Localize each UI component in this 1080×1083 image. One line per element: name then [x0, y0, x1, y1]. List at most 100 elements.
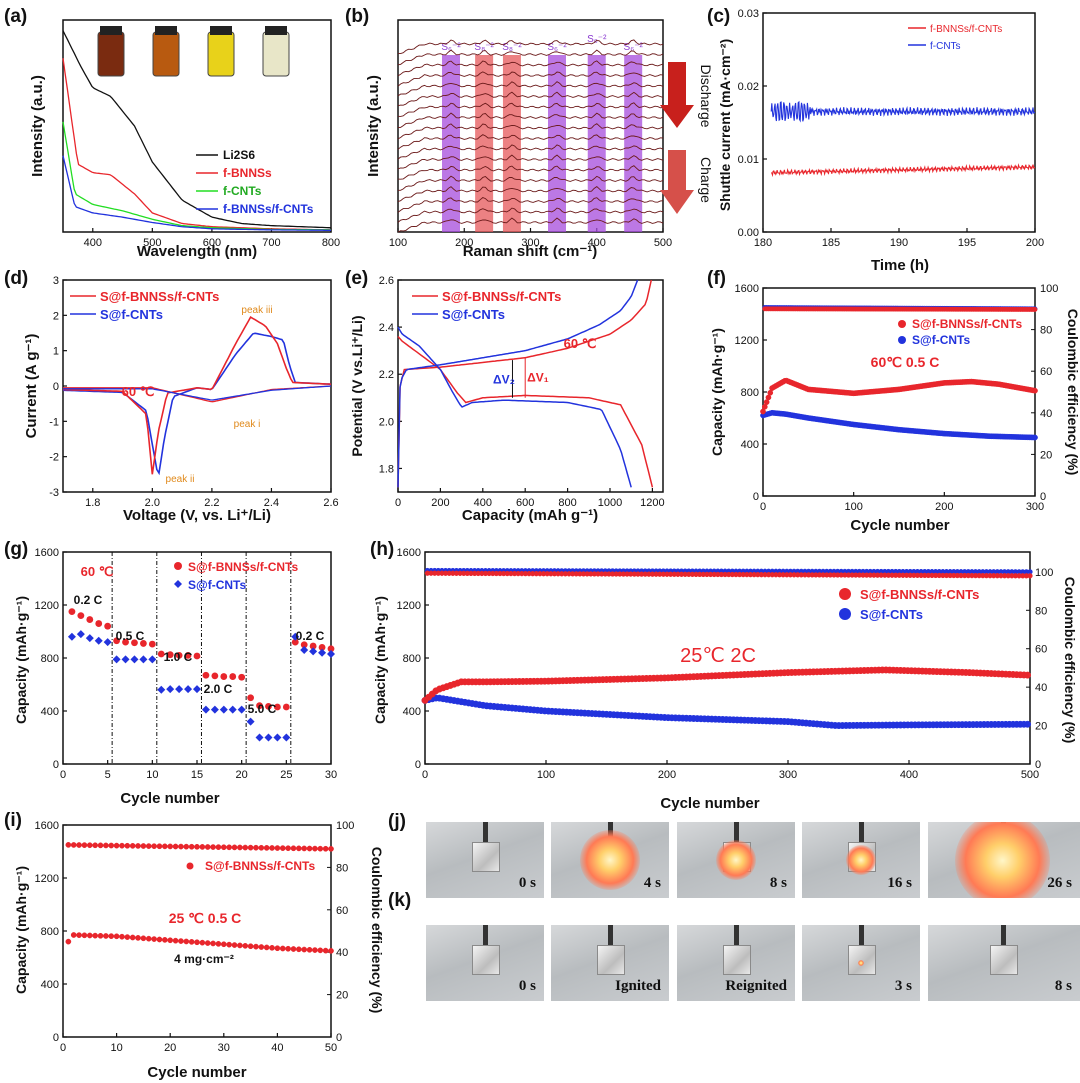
data-point: [108, 933, 115, 939]
data-point: [130, 655, 139, 664]
data-point: [199, 939, 206, 946]
data-point: [184, 651, 192, 659]
data-point: [65, 938, 72, 945]
y2-tick-label: 20: [1040, 449, 1052, 461]
ce-point: [76, 842, 82, 848]
ce-point: [231, 844, 238, 851]
ce-point: [113, 842, 120, 849]
peak-i-label: peak i: [234, 419, 261, 430]
data-point: [175, 685, 184, 694]
legend-label-1: S@f-CNTs: [100, 307, 163, 322]
x-tick-label: 20: [164, 1042, 176, 1054]
raman-trace: [397, 60, 664, 77]
x-tick-label: 10: [146, 769, 158, 781]
data-point: [202, 671, 210, 679]
y-tick-label: 800: [41, 926, 59, 938]
raman-trace: [397, 186, 664, 203]
panel-e: 0 200 400 600 800 1000 1200 1.8 2.0 2.2 2.4 2.6 Capa…: [349, 275, 665, 524]
ce-point: [135, 843, 141, 849]
data-point: [204, 940, 211, 946]
y-axis-title: Potential (V vs.Li⁺/Li): [349, 315, 365, 456]
rate-label-0: 0.2 C: [74, 593, 103, 607]
ce-point: [1032, 307, 1038, 312]
data-point: [92, 932, 99, 939]
charge-curve-1: [397, 279, 639, 488]
separator-foil: [722, 945, 751, 975]
panel-b: 100 200 300 400 500 Raman shift (cm⁻¹) Intensi…: [365, 19, 714, 260]
dv1-label: ΔV₁: [527, 370, 549, 384]
raman-band: [548, 55, 566, 232]
legend-label-0: S@f-BNNSs/f-CNTs: [100, 289, 219, 304]
legend-label-0: S@f-BNNSs/f-CNTs: [205, 859, 315, 873]
ce-point: [183, 843, 190, 850]
y-axis-title: Capacity (mAh·g⁻¹): [13, 866, 29, 994]
data-point: [322, 947, 329, 954]
ce-point: [124, 842, 131, 849]
y-tick-label: 0: [753, 491, 759, 503]
legend-label-0: S@f-BNNSs/f-CNTs: [860, 587, 979, 602]
y-tick-label: 0: [53, 381, 59, 393]
legend-label-0: Li2S6: [223, 148, 255, 162]
x-tick-label: 200: [658, 769, 676, 781]
data-point: [238, 673, 246, 681]
series-line-3: [62, 155, 331, 231]
legend-marker: [174, 580, 182, 588]
y-axis-title: Shuttle current (mA·cm⁻²): [717, 39, 733, 211]
data-point: [258, 944, 265, 950]
data-point: [67, 632, 76, 641]
clamp-rod: [482, 925, 488, 947]
raman-trace: [397, 134, 664, 150]
y2-tick-label: 40: [336, 947, 348, 959]
x-tick-label: 180: [754, 237, 772, 249]
data-point: [183, 938, 190, 945]
ce-point: [119, 842, 125, 849]
photo-frame-j-4: 26 s: [928, 822, 1080, 898]
condition-label: 25℃ 2C: [680, 645, 756, 667]
ce-point: [290, 845, 297, 852]
data-point: [76, 630, 85, 639]
y-tick-label: 1600: [35, 820, 59, 832]
ce-point: [167, 843, 174, 850]
y2-tick-label: 60: [336, 905, 348, 917]
data-point: [175, 651, 183, 659]
photo-frame-k-2: Reignited: [677, 925, 795, 1001]
x-tick-label: 2.2: [204, 497, 219, 509]
y2-tick-label: 40: [1040, 408, 1052, 420]
data-point: [124, 934, 131, 940]
dv2-label: ΔV₂: [493, 373, 515, 387]
ce-point: [178, 843, 184, 850]
panel-label-d: (d): [4, 268, 28, 289]
data-point: [256, 702, 263, 710]
y2-tick-label: 0: [1035, 759, 1041, 771]
raman-trace: [397, 217, 664, 233]
discharge-curve-1: [397, 326, 632, 488]
y2-tick-label: 80: [1040, 325, 1052, 337]
data-point: [140, 935, 147, 942]
y-tick-label: 0: [415, 759, 421, 771]
y-tick-label: 800: [741, 387, 759, 399]
x-tick-label: 100: [844, 501, 862, 513]
ce-point: [242, 844, 249, 851]
x-tick-label: 200: [1026, 237, 1044, 249]
x-tick-label: 200: [431, 497, 449, 509]
photo-frame-k-0: 0 s: [426, 925, 544, 1001]
data-point: [226, 941, 233, 948]
flame: [955, 822, 1051, 898]
legend-label-1: f-BNNSs: [223, 166, 272, 180]
data-point: [219, 705, 228, 714]
x-axis-title: Cycle number: [147, 1064, 246, 1081]
y2-tick-label: 80: [336, 862, 348, 874]
data-point: [301, 946, 308, 953]
photo-frame-j-0: 0 s: [426, 822, 544, 898]
data-point: [131, 639, 138, 647]
band-label-3: S₆⁻²: [547, 42, 567, 53]
photo-caption: 16 s: [887, 875, 912, 891]
data-point: [172, 937, 179, 944]
ce-point: [295, 845, 302, 852]
panel-label-h: (h): [370, 539, 394, 560]
y-tick-label: 800: [41, 653, 59, 665]
photo-frame-k-3: 3 s: [802, 925, 920, 1001]
data-point: [161, 937, 168, 943]
y2-tick-label: 60: [1040, 366, 1052, 378]
